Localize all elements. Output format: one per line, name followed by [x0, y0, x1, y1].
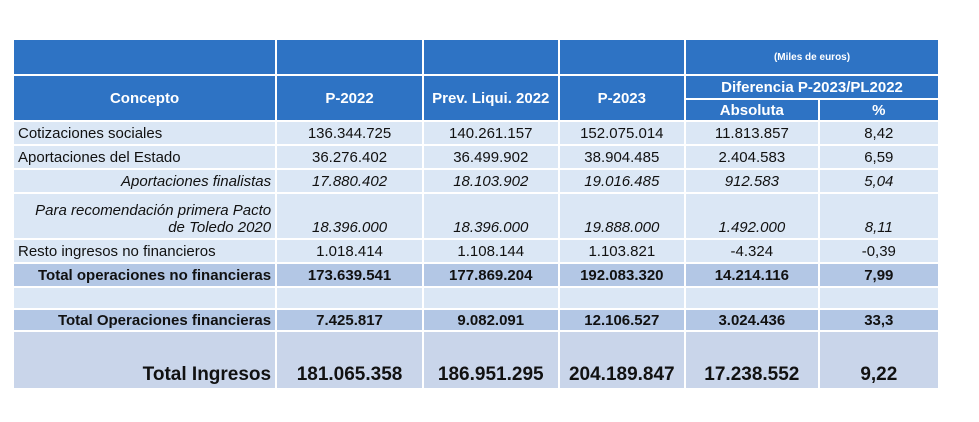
header-blank — [557, 38, 687, 76]
row-concepto: Resto ingresos no financieros — [11, 238, 278, 264]
cell-p2023: 12.106.527 — [557, 308, 687, 332]
cell-prev: 177.869.204 — [421, 262, 560, 288]
table-row-total: Total operaciones no financieras 173.639… — [11, 262, 941, 288]
header-blank — [11, 38, 278, 76]
cell-abs: 11.813.857 — [684, 120, 820, 146]
cell-pct: 8,11 — [817, 192, 941, 240]
cell-abs: 14.214.116 — [684, 262, 820, 288]
units-label: (Miles de euros) — [684, 38, 940, 76]
cell-p2023: 204.189.847 — [557, 330, 687, 390]
row-concepto: Aportaciones del Estado — [11, 144, 278, 170]
cell-p2023: 152.075.014 — [557, 120, 687, 146]
cell-abs: -4.324 — [684, 238, 820, 264]
row-concepto: Total Operaciones financieras — [11, 308, 278, 332]
cell-prev: 36.499.902 — [421, 144, 560, 170]
cell-abs: 17.238.552 — [684, 330, 820, 390]
table-row: Para recomendación primera Pacto de Toled… — [11, 192, 941, 240]
cell-abs: 1.492.000 — [684, 192, 820, 240]
cell-pct: 5,04 — [817, 168, 941, 194]
table-row: Aportaciones finalistas 17.880.402 18.10… — [11, 168, 941, 194]
cell-abs: 2.404.583 — [684, 144, 820, 170]
cell-prev: 186.951.295 — [421, 330, 560, 390]
concepto-line2: de Toledo 2020 — [168, 219, 272, 236]
table-row: Resto ingresos no financieros 1.018.414 … — [11, 238, 941, 264]
cell-pct: 9,22 — [817, 330, 941, 390]
cell-pct: 6,59 — [817, 144, 941, 170]
cell-prev: 9.082.091 — [421, 308, 560, 332]
row-concepto: Total Ingresos — [11, 330, 278, 390]
header-blank — [421, 38, 560, 76]
cell-abs: 912.583 — [684, 168, 820, 194]
header-pct: % — [817, 98, 941, 122]
cell-p2022: 18.396.000 — [275, 192, 424, 240]
concepto-line1: Para recomendación primera Pacto — [35, 202, 272, 219]
row-concepto: Cotizaciones sociales — [11, 120, 278, 146]
cell-p2023: 1.103.821 — [557, 238, 687, 264]
cell-pct: 33,3 — [817, 308, 941, 332]
cell-p2022: 1.018.414 — [275, 238, 424, 264]
cell-prev: 18.396.000 — [421, 192, 560, 240]
header-absoluta: Absoluta — [684, 98, 820, 122]
cell-p2023: 38.904.485 — [557, 144, 687, 170]
table-row: Cotizaciones sociales 136.344.725 140.26… — [11, 120, 941, 146]
row-concepto: Total operaciones no financieras — [11, 262, 278, 288]
cell-p2023: 192.083.320 — [557, 262, 687, 288]
cell-pct: -0,39 — [817, 238, 941, 264]
income-table: (Miles de euros) Concepto P-2022 Prev. L… — [11, 38, 941, 390]
header-diferencia: Diferencia P-2023/PL2022 — [684, 74, 940, 100]
cell-p2022: 17.880.402 — [275, 168, 424, 194]
cell-pct: 8,42 — [817, 120, 941, 146]
header-p2022: P-2022 — [275, 74, 424, 122]
cell-p2022: 36.276.402 — [275, 144, 424, 170]
header-concepto: Concepto — [11, 74, 278, 122]
header-blank — [275, 38, 424, 76]
cell-p2023: 19.016.485 — [557, 168, 687, 194]
header-prev-liqui: Prev. Liqui. 2022 — [421, 74, 560, 122]
cell-pct: 7,99 — [817, 262, 941, 288]
cell-p2022: 136.344.725 — [275, 120, 424, 146]
table-row-grand-total: Total Ingresos 181.065.358 186.951.295 2… — [11, 330, 941, 390]
row-concepto: Aportaciones finalistas — [11, 168, 278, 194]
table-row: Aportaciones del Estado 36.276.402 36.49… — [11, 144, 941, 170]
cell-prev: 140.261.157 — [421, 120, 560, 146]
spacer-row — [11, 286, 941, 310]
row-concepto: Para recomendación primera Pacto de Toled… — [11, 192, 278, 240]
cell-prev: 18.103.902 — [421, 168, 560, 194]
cell-p2022: 181.065.358 — [275, 330, 424, 390]
table-row-total: Total Operaciones financieras 7.425.817 … — [11, 308, 941, 332]
header-p2023: P-2023 — [557, 74, 687, 122]
cell-p2022: 173.639.541 — [275, 262, 424, 288]
cell-prev: 1.108.144 — [421, 238, 560, 264]
cell-p2022: 7.425.817 — [275, 308, 424, 332]
cell-abs: 3.024.436 — [684, 308, 820, 332]
cell-p2023: 19.888.000 — [557, 192, 687, 240]
